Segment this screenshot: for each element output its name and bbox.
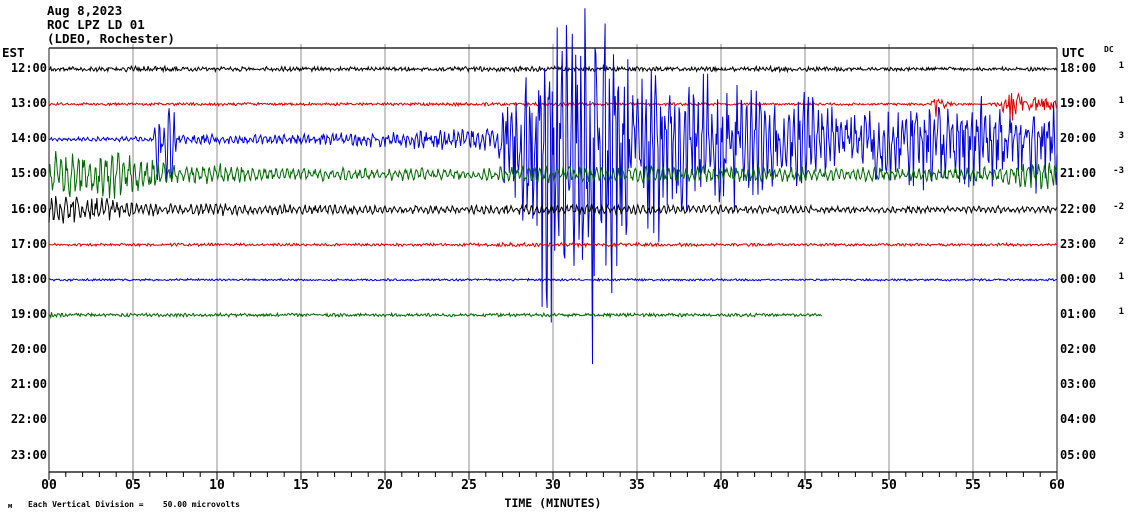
utc-label: 23:00 xyxy=(1060,236,1097,251)
seismo-trace-17:00-est xyxy=(48,241,1058,249)
x-tick-label: 15 xyxy=(293,478,309,493)
utc-label: 21:00 xyxy=(1060,166,1097,181)
header-date: Aug 8,2023 xyxy=(47,3,123,18)
scale-footnote: Each Vertical Division = 50.00 microvolt… xyxy=(28,500,240,509)
seismo-trace-18:00-est xyxy=(49,277,1058,283)
corner-glyph: м xyxy=(8,502,13,510)
dc-value: 2 xyxy=(1118,236,1124,247)
est-label: 23:00 xyxy=(10,447,47,462)
x-tick-label: 25 xyxy=(461,478,477,493)
seismo-trace-19:00-est xyxy=(48,311,823,320)
dc-column-header: DC xyxy=(1104,45,1114,54)
est-label: 21:00 xyxy=(10,377,47,392)
x-axis-title: TIME (MINUTES) xyxy=(504,496,602,510)
x-tick-label: 35 xyxy=(629,478,645,493)
seismo-trace-13:00-est xyxy=(48,92,1058,121)
utc-axis-header: UTC xyxy=(1062,45,1085,60)
dc-value: 1 xyxy=(1118,96,1124,107)
dc-value: 1 xyxy=(1118,306,1124,317)
est-label: 12:00 xyxy=(10,61,47,75)
seismo-trace-14:00-est xyxy=(49,8,1058,365)
utc-label: 03:00 xyxy=(1060,377,1097,392)
est-label: 15:00 xyxy=(10,166,47,181)
seismo-trace-16:00-est xyxy=(48,195,1058,224)
dc-value: -3 xyxy=(1113,166,1124,177)
x-tick-label: 30 xyxy=(545,478,561,493)
header-network: (LDEO, Rochester) xyxy=(47,31,175,46)
x-tick-label: 40 xyxy=(713,478,729,493)
utc-label: 01:00 xyxy=(1060,306,1097,321)
est-label: 13:00 xyxy=(10,96,47,111)
utc-label: 00:00 xyxy=(1060,271,1097,286)
x-tick-label: 10 xyxy=(209,478,225,493)
utc-label: 19:00 xyxy=(1060,96,1097,111)
est-label: 14:00 xyxy=(10,131,47,146)
utc-label: 18:00 xyxy=(1060,61,1097,75)
dc-value: -2 xyxy=(1113,201,1124,212)
x-tick-label: 05 xyxy=(125,478,141,493)
x-tick-label: 20 xyxy=(377,478,393,493)
est-label: 22:00 xyxy=(10,412,47,427)
seismo-trace-12:00-est xyxy=(48,64,1058,74)
utc-label: 22:00 xyxy=(1060,201,1097,216)
est-label: 17:00 xyxy=(10,236,47,251)
est-axis-header: EST xyxy=(2,45,25,60)
dc-value: 1 xyxy=(1118,271,1124,282)
est-label: 18:00 xyxy=(10,271,47,286)
utc-label: 05:00 xyxy=(1060,447,1097,462)
seismo-trace-15:00-est xyxy=(48,151,1058,199)
est-label: 16:00 xyxy=(10,201,47,216)
utc-label: 02:00 xyxy=(1060,342,1097,357)
est-label: 19:00 xyxy=(10,306,47,321)
x-tick-label: 60 xyxy=(1049,478,1065,493)
utc-label: 20:00 xyxy=(1060,131,1097,146)
x-tick-label: 50 xyxy=(881,478,897,493)
dc-value: 1 xyxy=(1118,61,1124,71)
x-tick-label: 00 xyxy=(41,478,57,493)
x-tick-label: 55 xyxy=(965,478,981,493)
x-tick-label: 45 xyxy=(797,478,813,493)
utc-label: 04:00 xyxy=(1060,412,1097,427)
dc-value: 3 xyxy=(1118,131,1124,142)
header-station: ROC LPZ LD 01 xyxy=(47,17,145,32)
est-label: 20:00 xyxy=(10,342,47,357)
